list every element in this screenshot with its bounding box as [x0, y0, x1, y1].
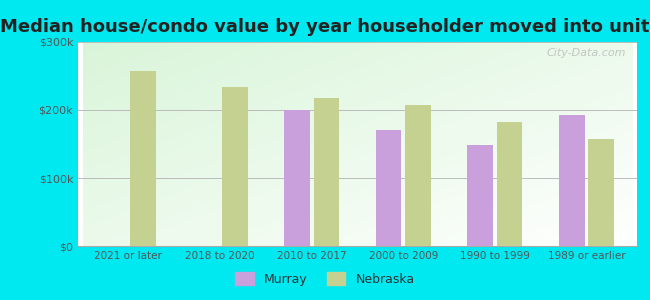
- Bar: [559, 115, 585, 246]
- Bar: [222, 87, 248, 246]
- Bar: [284, 110, 310, 246]
- Legend: Murray, Nebraska: Murray, Nebraska: [231, 267, 419, 291]
- Bar: [376, 130, 402, 246]
- Bar: [497, 122, 523, 246]
- Bar: [130, 70, 156, 246]
- Text: City-Data.com: City-Data.com: [546, 48, 626, 58]
- Bar: [588, 139, 614, 246]
- Bar: [313, 98, 339, 246]
- Bar: [467, 146, 493, 246]
- Bar: [405, 105, 431, 246]
- Text: Median house/condo value by year householder moved into unit: Median house/condo value by year househo…: [0, 18, 650, 36]
